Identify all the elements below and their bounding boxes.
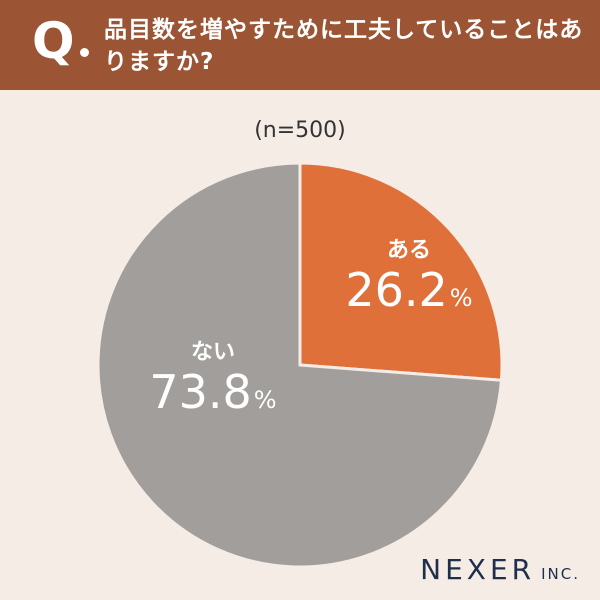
question-text: 品目数を増やすために工夫していることはありますか? [104, 17, 584, 75]
slice-unit-nai: % [253, 386, 277, 414]
sample-size-label: (n=500) [254, 118, 346, 143]
slice-unit-aru: % [449, 284, 473, 312]
slice-label-aru: ある 26.2% [314, 238, 504, 316]
slice-label-nai: ない 73.8% [118, 340, 308, 418]
question-dot [80, 48, 89, 57]
slice-name-nai: ない [190, 340, 235, 365]
logo-main-text: NEXER [420, 553, 536, 586]
slice-name-aru: ある [386, 238, 431, 263]
pie-slice-aru [298, 161, 504, 382]
slice-value-aru: 26.2 [345, 263, 448, 317]
pie-slice-nai [96, 161, 504, 569]
question-mark: Q [32, 12, 75, 70]
logo-sub-text: INC. [541, 565, 580, 583]
question-header: Q 品目数を増やすために工夫していることはありますか? [0, 0, 600, 90]
nexer-logo: NEXER INC. [420, 553, 580, 586]
slice-value-nai: 73.8 [149, 365, 252, 419]
